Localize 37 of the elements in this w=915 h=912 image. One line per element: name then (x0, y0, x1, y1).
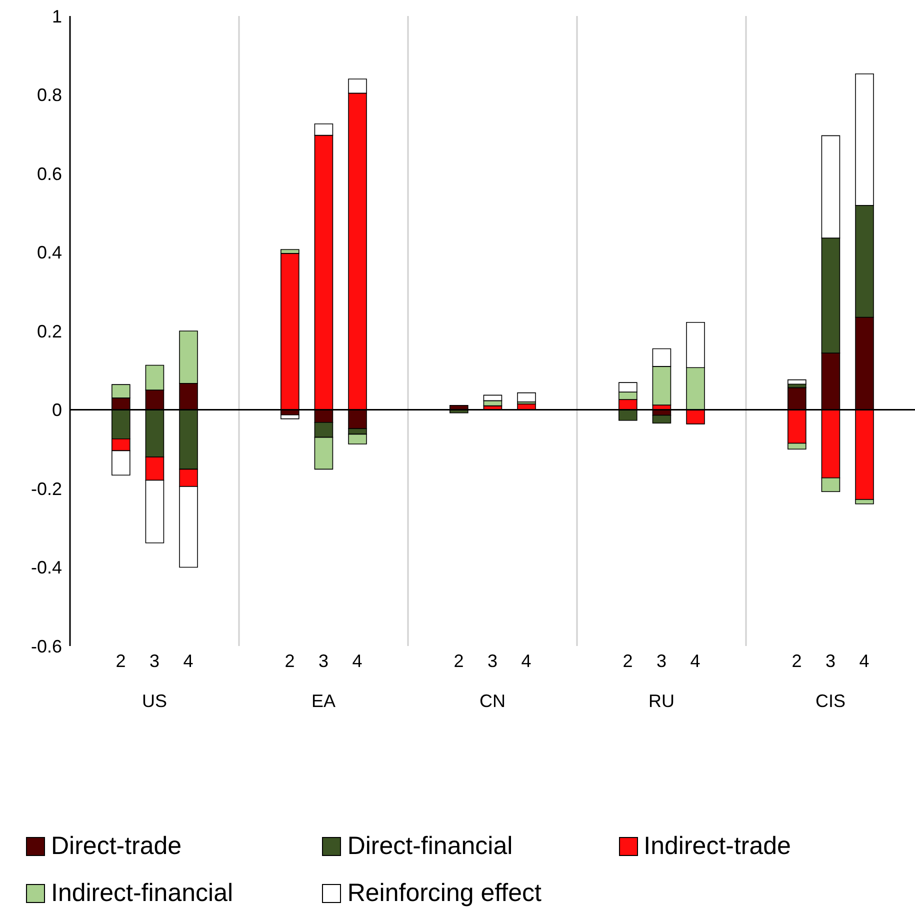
y-tick-label: 0 (52, 400, 62, 420)
x-tick-label: 3 (318, 650, 329, 671)
text: CIS (815, 690, 846, 711)
y-tick-label: 0.8 (36, 85, 62, 106)
y-tick-label: 1 (52, 6, 62, 26)
x-tick-label: 3 (825, 650, 836, 671)
text: EA (311, 690, 336, 711)
legend-label: Reinforcing effect (347, 879, 542, 908)
x-tick-label: 3 (487, 650, 498, 671)
legend-label: Direct-financial (347, 832, 513, 861)
legend-label: Indirect-trade (644, 832, 791, 861)
x-tick-label: 2 (454, 650, 464, 671)
x-tick-label: 4 (859, 650, 870, 671)
bar (280, 414, 300, 420)
x-tick-label: 2 (116, 650, 126, 671)
text: US (142, 690, 168, 711)
x-tick-label: 4 (183, 650, 194, 671)
legend-label: Indirect-financial (51, 879, 234, 908)
legend-label: Direct-trade (51, 832, 182, 861)
x-tick-label: 2 (284, 650, 295, 671)
y-tick-label: 0.2 (36, 321, 62, 342)
x-tick-label: 4 (690, 650, 700, 671)
x-tick-label: 4 (352, 650, 362, 671)
bar (788, 379, 806, 385)
y-tick-label: -0.2 (30, 478, 62, 499)
x-tick-label: 2 (622, 650, 633, 671)
x-tick-label: 2 (792, 650, 802, 671)
x-tick-label: 3 (656, 650, 667, 671)
bar (652, 414, 672, 424)
y-tick-label: -0.4 (30, 558, 62, 578)
x-tick-label: 4 (521, 650, 532, 671)
y-tick-label: 0.6 (36, 164, 62, 184)
y-tick-label: -0.6 (30, 636, 62, 656)
y-tick-label: 0.4 (36, 242, 62, 263)
text: CN (480, 690, 506, 711)
x-tick-label: 3 (149, 650, 160, 671)
text: RU (648, 690, 674, 711)
